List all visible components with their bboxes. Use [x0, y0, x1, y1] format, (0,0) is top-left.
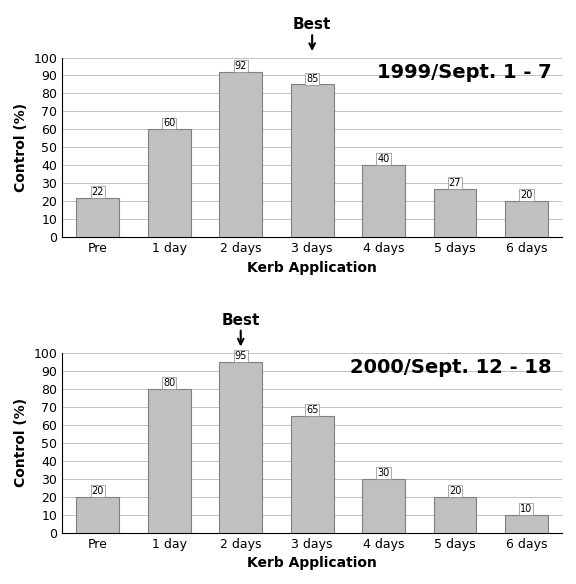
- Text: 2000/Sept. 12 - 18: 2000/Sept. 12 - 18: [350, 359, 552, 377]
- Text: 10: 10: [520, 504, 533, 514]
- Bar: [148, 130, 191, 237]
- Bar: [77, 497, 119, 533]
- Bar: [219, 362, 262, 533]
- Text: 27: 27: [449, 178, 461, 188]
- Bar: [291, 416, 334, 533]
- Text: Best: Best: [222, 313, 260, 328]
- X-axis label: Kerb Application: Kerb Application: [247, 260, 377, 274]
- Y-axis label: Control (%): Control (%): [14, 398, 28, 488]
- Bar: [505, 515, 548, 533]
- Bar: [148, 389, 191, 533]
- Bar: [77, 198, 119, 237]
- Text: 30: 30: [377, 468, 390, 478]
- Text: 40: 40: [377, 154, 390, 165]
- Text: 20: 20: [92, 486, 104, 496]
- Bar: [434, 497, 476, 533]
- Bar: [362, 165, 405, 237]
- Text: 80: 80: [163, 378, 176, 388]
- Y-axis label: Control (%): Control (%): [14, 103, 28, 192]
- X-axis label: Kerb Application: Kerb Application: [247, 556, 377, 570]
- Text: 22: 22: [92, 187, 104, 197]
- Text: 20: 20: [520, 190, 533, 200]
- Text: 20: 20: [449, 486, 461, 496]
- Text: 1999/Sept. 1 - 7: 1999/Sept. 1 - 7: [377, 63, 552, 82]
- Bar: [362, 479, 405, 533]
- Bar: [291, 85, 334, 237]
- Bar: [219, 72, 262, 237]
- Text: 85: 85: [306, 74, 319, 84]
- Bar: [505, 201, 548, 237]
- Text: Best: Best: [293, 18, 331, 32]
- Text: 60: 60: [163, 119, 176, 128]
- Text: 92: 92: [234, 61, 247, 71]
- Text: 65: 65: [306, 405, 319, 415]
- Text: 95: 95: [234, 351, 247, 361]
- Bar: [434, 189, 476, 237]
